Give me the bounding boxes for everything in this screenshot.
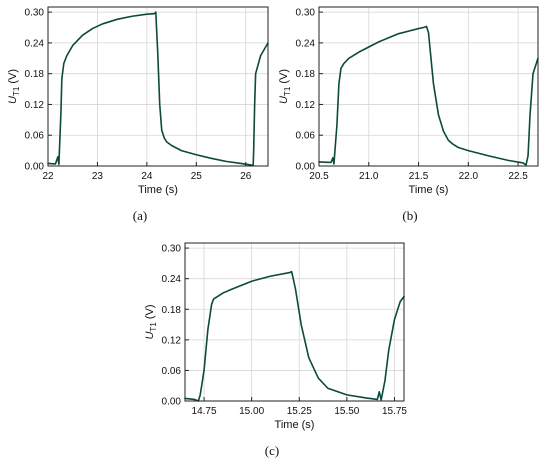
y-tick-label-c: 0.24 <box>162 274 182 285</box>
x-tick-label-c: 15.75 <box>382 406 407 417</box>
x-tick-label-c: 14.75 <box>192 406 217 417</box>
x-tick-label-a: 24 <box>141 171 153 182</box>
panel-label-b: (b) <box>402 208 417 223</box>
panel-label-c: (c) <box>265 443 279 458</box>
y-tick-label-c: 0.30 <box>162 244 182 255</box>
y-tick-label-b: 0.00 <box>296 162 316 173</box>
x-tick-label-b: 22.5 <box>508 171 528 182</box>
axes-frame-b <box>318 6 539 167</box>
y-tick-label-b: 0.12 <box>296 100 316 111</box>
x-tick-label-a: 23 <box>92 171 104 182</box>
series-line-c <box>184 270 405 402</box>
chart-panel-b: 20.5 21.0 21.5 22.0 22.5 0.00 0.06 0.12 0.18 0.24… <box>278 6 539 196</box>
x-tick-label-c: 15.25 <box>287 406 312 417</box>
y-axis-subscript-b: T1 <box>283 86 292 96</box>
x-tick-label-b: 21.5 <box>409 171 429 182</box>
y-tick-label-b: 0.24 <box>296 38 316 49</box>
plot-area-a <box>48 7 268 166</box>
y-axis-unit-c: (V) <box>144 304 156 322</box>
y-axis-title-a: UT1 (V) <box>7 69 21 104</box>
y-axis-subscript-c: T1 <box>149 322 158 332</box>
x-tick-label-a: 26 <box>240 171 252 182</box>
y-axis-title-c: UT1 (V) <box>144 304 158 339</box>
panel-label-a: (a) <box>133 208 147 223</box>
y-tick-label-a: 0.30 <box>25 8 45 19</box>
series-line-b <box>318 25 539 166</box>
x-axis-title-b: Time (s) <box>409 184 449 196</box>
y-tick-label-a: 0.18 <box>25 69 45 80</box>
y-tick-label-a: 0.24 <box>25 38 45 49</box>
x-tick-label-a: 22 <box>42 171 54 182</box>
axes-frame-c <box>184 242 405 402</box>
x-tick-label-b: 20.5 <box>309 171 329 182</box>
y-tick-label-a: 0.06 <box>25 131 45 142</box>
y-tick-label-c: 0.06 <box>162 366 182 377</box>
y-tick-label-b: 0.30 <box>296 8 316 19</box>
chart-panel-c: 14.75 15.00 15.25 15.50 15.75 0.00 0.06 0.12 0.1… <box>144 242 407 431</box>
y-axis-title-b: UT1 (V) <box>278 69 292 104</box>
x-tick-label-b: 22.0 <box>459 171 479 182</box>
axes-frame-a <box>47 6 269 167</box>
chart-panel-a: 22 23 24 25 26 0.00 0.06 0.12 0.18 0.24 0.30 Time (… <box>7 6 269 196</box>
y-tick-label-c: 0.00 <box>162 397 182 408</box>
x-tick-label-c: 15.00 <box>239 406 264 417</box>
y-tick-label-a: 0.12 <box>25 100 45 111</box>
y-axis-unit-b: (V) <box>278 69 290 87</box>
y-axis-symbol-b: U <box>278 96 290 104</box>
x-tick-label-a: 25 <box>191 171 203 182</box>
y-axis-unit-a: (V) <box>7 69 19 87</box>
y-tick-label-b: 0.18 <box>296 69 316 80</box>
x-tick-label-c: 15.50 <box>334 406 359 417</box>
plot-area-c <box>185 243 404 401</box>
y-axis-subscript-a: T1 <box>12 86 21 96</box>
x-tick-label-b: 21.0 <box>359 171 379 182</box>
y-tick-label-a: 0.00 <box>25 162 45 173</box>
y-tick-label-c: 0.18 <box>162 305 182 316</box>
y-tick-label-c: 0.12 <box>162 335 182 346</box>
series-line-a <box>47 11 269 167</box>
x-axis-title-a: Time (s) <box>138 184 178 196</box>
x-axis-title-c: Time (s) <box>275 419 315 431</box>
y-axis-symbol-c: U <box>144 332 156 340</box>
y-tick-label-b: 0.06 <box>296 131 316 142</box>
y-axis-symbol-a: U <box>7 96 19 104</box>
